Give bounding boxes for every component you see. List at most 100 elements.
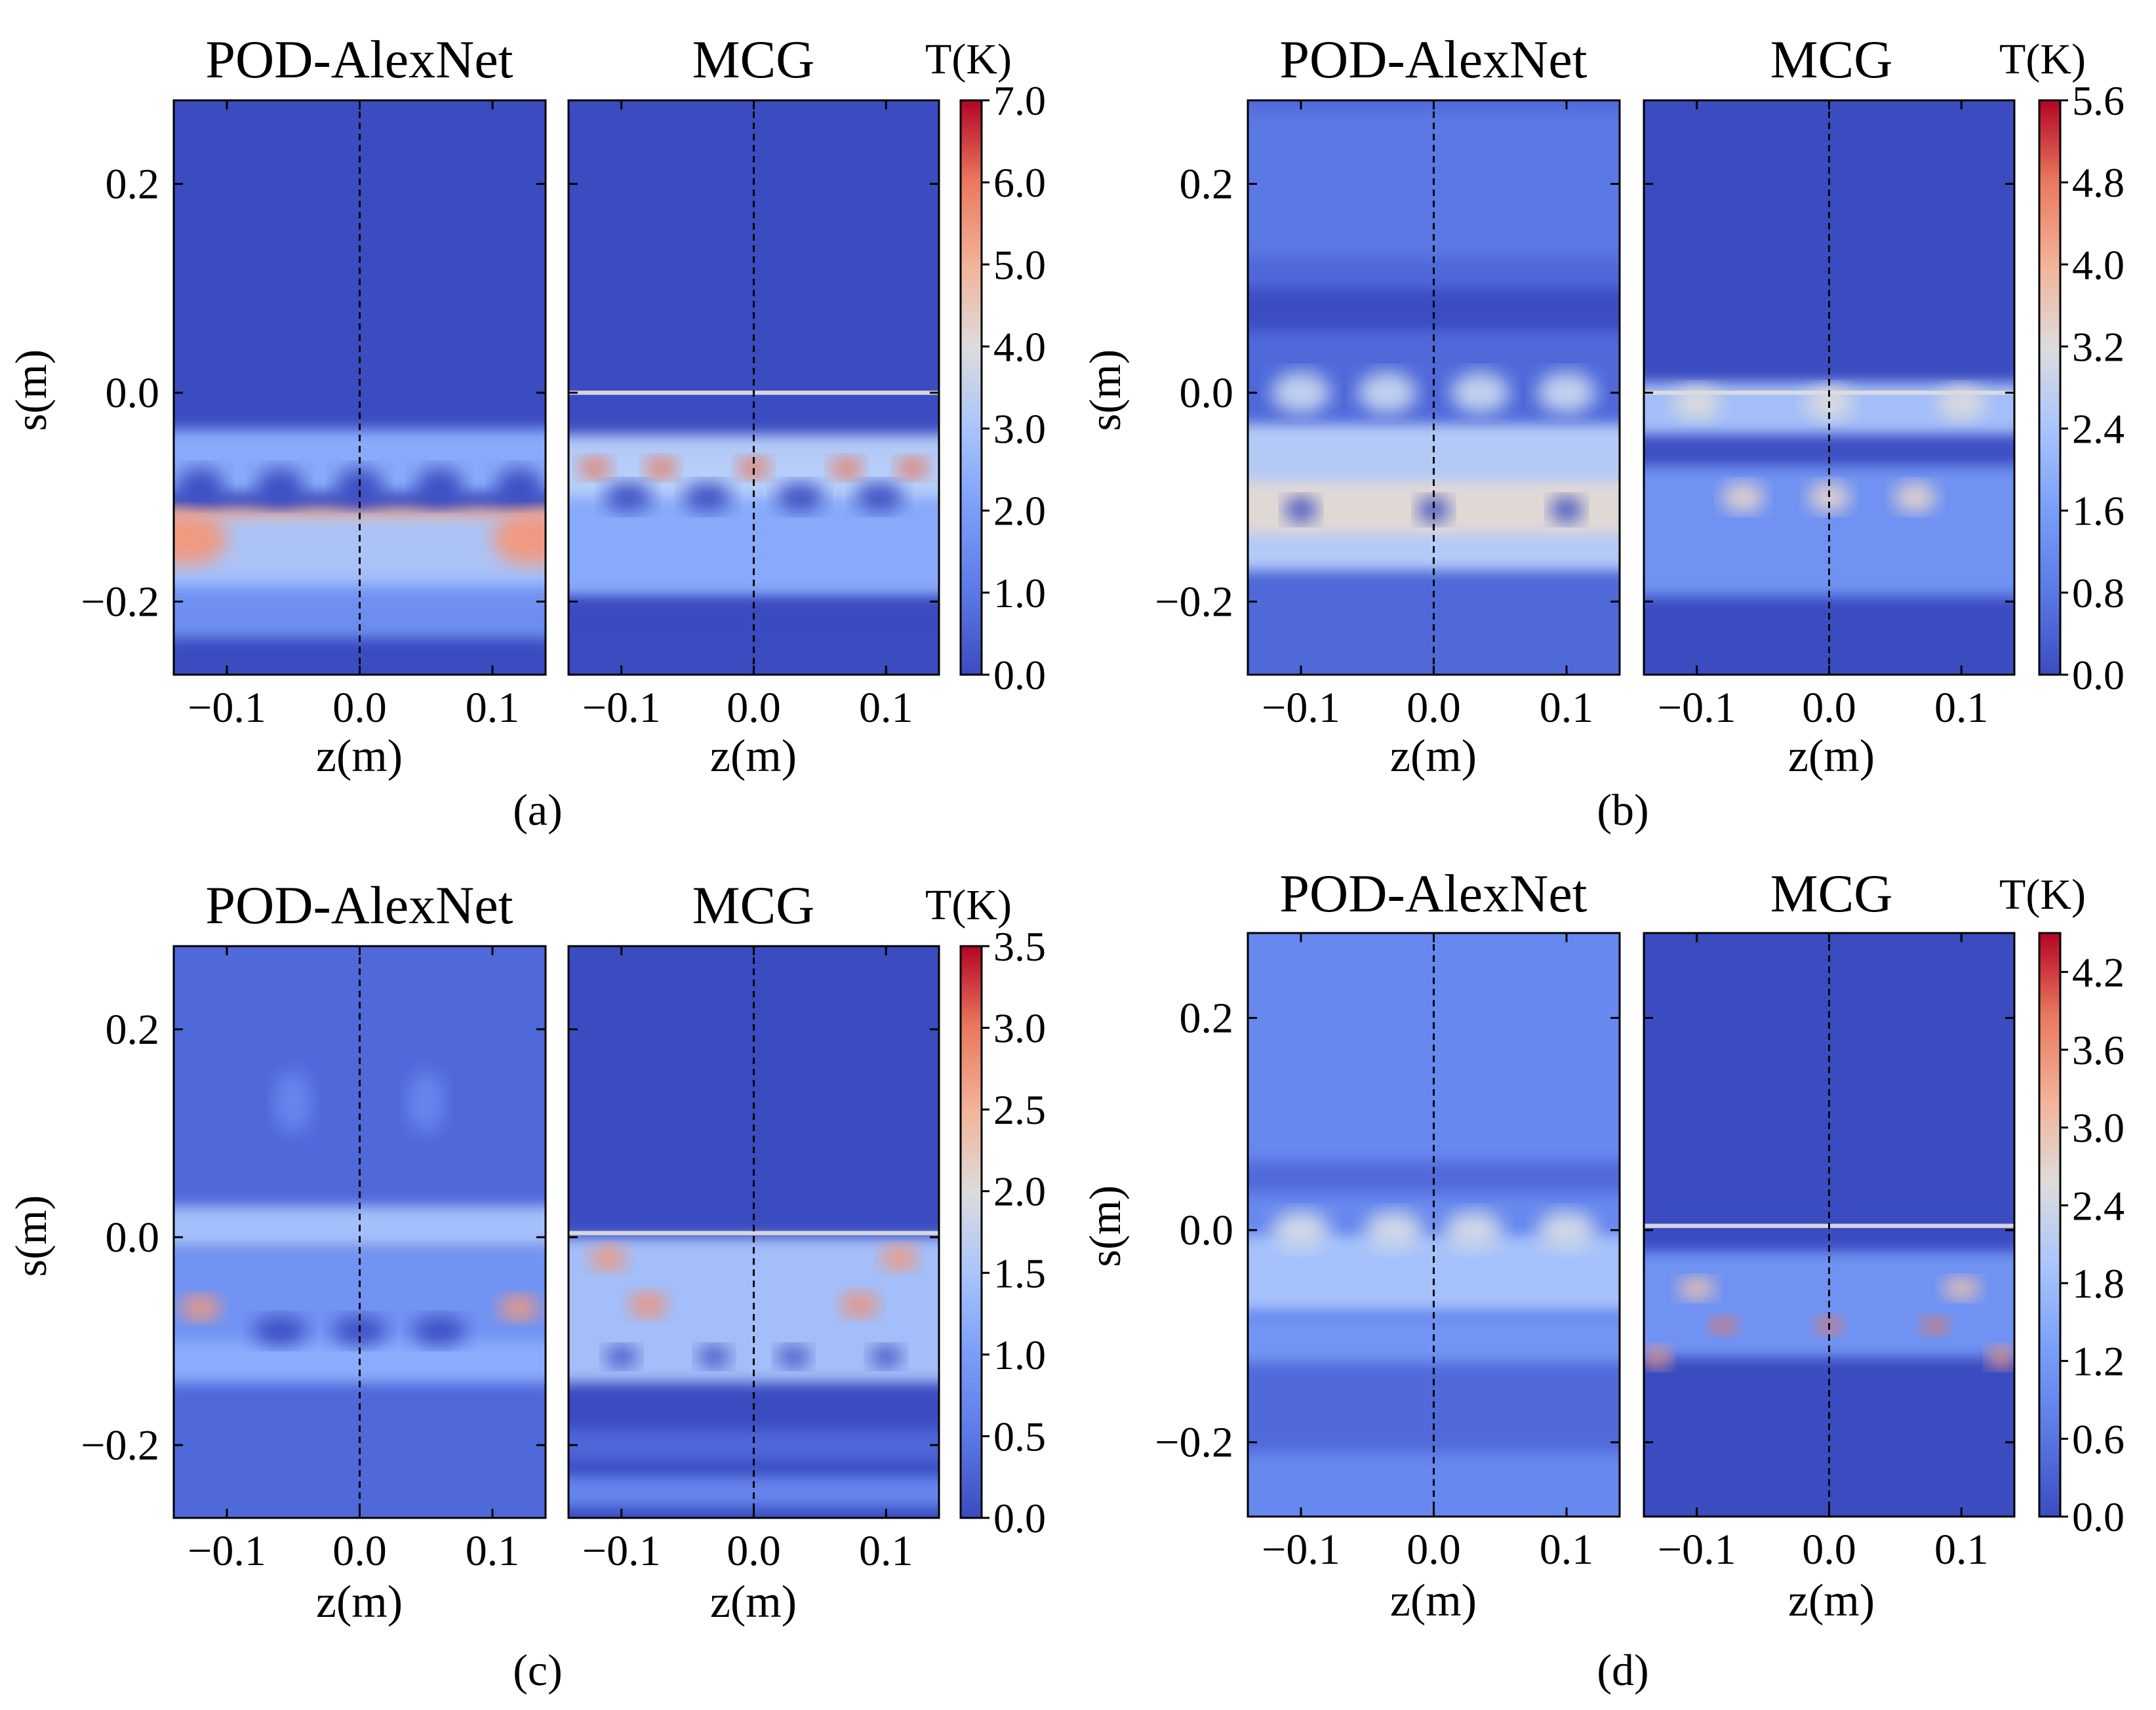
panel-a-right-xlabel: z(m) — [710, 731, 797, 782]
temperature-blob — [579, 457, 611, 479]
temperature-blob — [629, 1292, 667, 1318]
temperature-blob — [776, 482, 824, 512]
temperature-blob — [415, 467, 464, 506]
panel-b-colorbar-label: T(K) — [1999, 35, 2086, 83]
y-tick-label: −0.2 — [1155, 1419, 1233, 1467]
y-tick-label: 0.2 — [1180, 160, 1234, 208]
x-tick-label: 0.1 — [1934, 684, 1989, 732]
y-tick-label: 0.2 — [106, 1006, 160, 1054]
temperature-band — [569, 1429, 939, 1461]
panel-d-left-xlabel: z(m) — [1390, 1576, 1477, 1626]
temperature-blob — [1644, 1347, 1671, 1368]
colorbar-tick-label: 1.8 — [2072, 1260, 2125, 1307]
panel-d-right-xlabel: z(m) — [1788, 1576, 1875, 1626]
colorbar-tick-label: 6.0 — [993, 159, 1046, 206]
temperature-blob — [174, 513, 227, 565]
panel-b-left-heatmap: −0.1 0.0 0.1 0.2 0.0 −0.2 — [1155, 99, 1621, 732]
colorbar-gradient — [959, 945, 983, 1519]
x-tick-label: 0.1 — [859, 1527, 913, 1575]
colorbar-tick-label: 0.8 — [2072, 570, 2125, 616]
temperature-blob — [1271, 1210, 1330, 1250]
y-tick-label: 0.2 — [1180, 994, 1234, 1042]
temperature-blob — [738, 457, 770, 479]
temperature-blob — [180, 1295, 220, 1321]
colorbar-tick-label: 2.4 — [2072, 406, 2125, 452]
panel-b-right-heatmap: −0.1 0.0 0.1 — [1643, 99, 2016, 732]
y-tick-label: 0.2 — [106, 160, 160, 208]
panel-d-left-heatmap: −0.1 0.0 0.1 0.2 0.0 −0.2 — [1155, 932, 1621, 1574]
panel-d-left-title: POD-AlexNet — [1279, 864, 1587, 923]
temperature-blob — [1921, 1317, 1949, 1334]
temperature-blob — [841, 1292, 879, 1318]
temperature-blob — [1673, 386, 1721, 420]
temperature-blob — [896, 457, 928, 479]
temperature-blob — [412, 1316, 466, 1345]
temperature-blob — [1285, 497, 1317, 523]
temperature-blob — [1418, 497, 1450, 523]
temperature-blob — [1987, 1347, 2014, 1368]
temperature-blob — [604, 482, 652, 512]
colorbar-tick-label: 2.5 — [993, 1086, 1046, 1133]
colorbar-tick-label: 3.5 — [993, 923, 1046, 970]
x-tick-label: 0.1 — [1540, 1526, 1594, 1574]
x-tick-label: −0.1 — [1262, 1526, 1340, 1574]
x-tick-label: −0.1 — [1658, 1526, 1736, 1574]
colorbar-tick-label: 2.4 — [2072, 1182, 2125, 1229]
panel-c-right-title: MCG — [692, 875, 815, 935]
y-tick-label: −0.2 — [1155, 578, 1233, 626]
y-tick-label: 0.0 — [106, 369, 160, 417]
temperature-blob — [1358, 372, 1417, 414]
colorbar-tick-label: 1.2 — [2072, 1338, 2125, 1385]
temperature-blob — [1550, 497, 1583, 523]
temperature-blob — [1537, 1210, 1596, 1250]
temperature-blob — [407, 1071, 445, 1134]
temperature-blob — [274, 1071, 312, 1134]
temperature-blob — [1678, 1277, 1715, 1300]
temperature-blob — [176, 467, 224, 506]
colorbar: 4.2 3.6 3.0 2.4 1.8 1.2 0.6 0.0 — [2038, 932, 2125, 1540]
colorbar-tick-label: 4.0 — [993, 323, 1046, 370]
x-tick-label: 0.1 — [466, 684, 520, 732]
panel-c-ylabel: s(m) — [6, 1195, 56, 1277]
y-tick-label: −0.2 — [81, 578, 159, 626]
colorbar-tick-label: 0.0 — [2072, 652, 2125, 698]
x-tick-label: 0.1 — [1540, 684, 1594, 732]
temperature-blob — [1709, 1317, 1737, 1334]
x-tick-label: −0.1 — [188, 1527, 266, 1575]
temperature-blob — [253, 1316, 307, 1345]
temperature-band — [569, 1476, 939, 1508]
colorbar-tick-label: 3.0 — [993, 406, 1046, 452]
x-tick-label: −0.1 — [188, 684, 266, 732]
panel-a-left-heatmap: −0.1 0.0 0.1 0.2 0.0 −0.2 — [81, 99, 547, 732]
panel-d-right-title: MCG — [1770, 864, 1893, 923]
panel-b-left-xlabel: z(m) — [1390, 731, 1477, 782]
x-tick-label: −0.1 — [582, 684, 661, 732]
panel-d-ylabel: s(m) — [1080, 1185, 1130, 1267]
temperature-blob — [1894, 482, 1936, 512]
x-tick-label: 0.0 — [727, 1527, 781, 1575]
temperature-blob — [881, 1245, 918, 1271]
x-tick-label: 0.0 — [1802, 684, 1856, 732]
x-tick-label: 0.1 — [859, 684, 913, 732]
x-tick-label: 0.0 — [1802, 1526, 1856, 1574]
panel-b: −0.1 0.0 0.1 0.2 0.0 −0.2 −0.1 0.0 0.1 POD-Alex… — [1080, 30, 2125, 835]
x-tick-label: 0.1 — [466, 1527, 520, 1575]
colorbar-gradient — [2038, 99, 2062, 676]
panel-a-left-title: POD-AlexNet — [205, 30, 513, 89]
colorbar: 5.6 4.8 4.0 3.2 2.4 1.6 0.8 0.0 — [2038, 77, 2125, 698]
panel-c-left-title: POD-AlexNet — [205, 875, 513, 935]
colorbar-tick-label: 1.6 — [2072, 488, 2125, 534]
temperature-blob — [1271, 372, 1330, 414]
colorbar-tick-label: 5.0 — [993, 241, 1046, 288]
y-tick-label: 0.0 — [106, 1214, 160, 1262]
colorbar-tick-label: 0.5 — [993, 1413, 1046, 1460]
x-tick-label: 0.0 — [727, 684, 781, 732]
x-tick-label: −0.1 — [582, 1527, 661, 1575]
y-tick-label: 0.0 — [1180, 1206, 1234, 1254]
temperature-blob — [1537, 372, 1596, 414]
colorbar-tick-label: 4.8 — [2072, 159, 2125, 206]
temperature-blob — [870, 1346, 902, 1368]
panel-a-ylabel: s(m) — [6, 349, 56, 431]
panel-d-right-heatmap: −0.1 0.0 0.1 — [1643, 932, 2016, 1574]
